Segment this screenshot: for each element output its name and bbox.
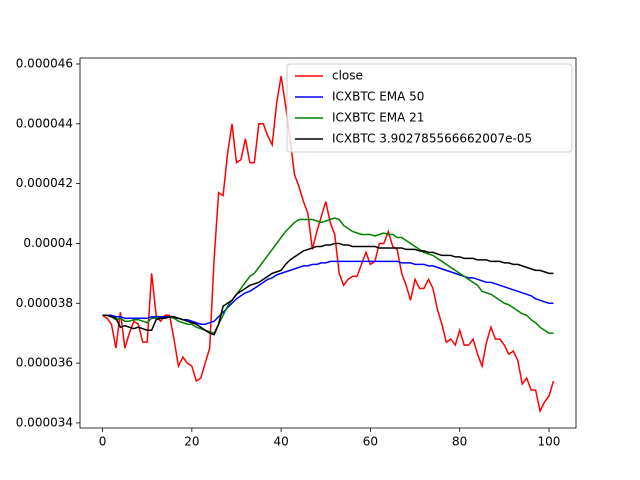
x-tick-label: 100 (538, 435, 561, 449)
series-line (102, 217, 554, 335)
y-tick-label: 0.000042 (16, 176, 73, 190)
legend-label: ICXBTC EMA 21 (332, 111, 424, 125)
y-tick-label: 0.000046 (16, 56, 73, 70)
y-tick-label: 0.000038 (16, 296, 73, 310)
plot-frame (79, 57, 577, 429)
series-line (102, 75, 555, 414)
y-tick-label: 0.000036 (16, 356, 73, 370)
y-tick-label: 0.000034 (16, 415, 73, 429)
legend-label: ICXBTC 3.902785566662007e-05 (332, 132, 532, 146)
x-tick-label: 60 (363, 435, 378, 449)
series-line (102, 242, 554, 336)
x-tick-label: 0 (99, 435, 107, 449)
y-tick-label: 0.00004 (23, 236, 73, 250)
y-tick-label: 0.000044 (16, 116, 73, 130)
legend-label: ICXBTC EMA 50 (332, 90, 424, 104)
x-tick-label: 40 (273, 435, 288, 449)
x-tick-label: 80 (452, 435, 467, 449)
legend-label: close (332, 69, 363, 83)
legend-box (286, 63, 573, 153)
x-tick-label: 20 (184, 435, 199, 449)
